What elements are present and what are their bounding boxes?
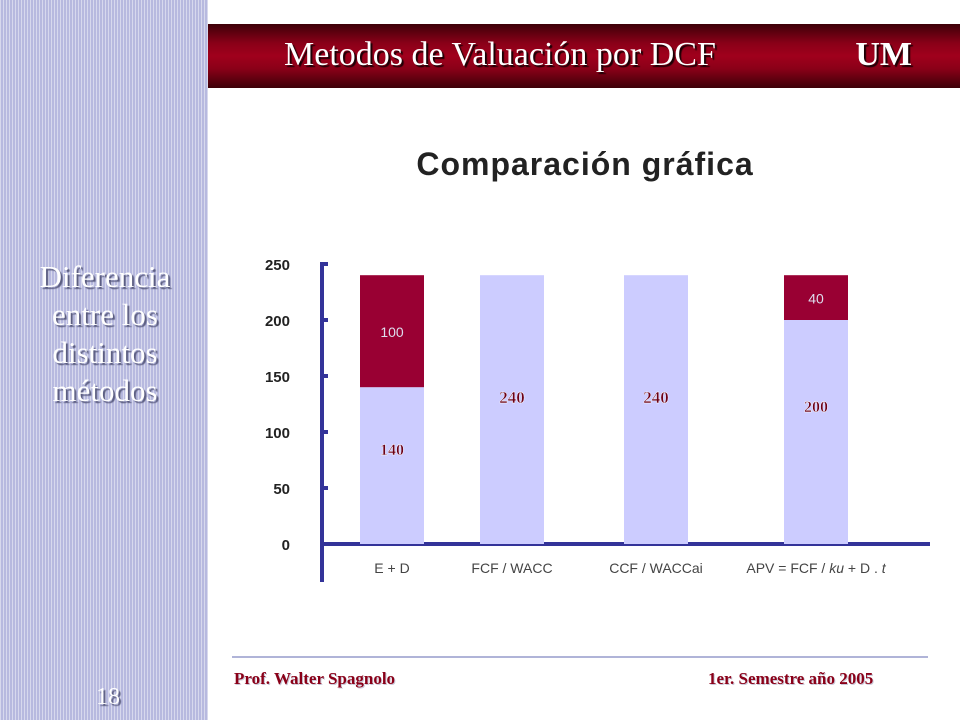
y-tick-label: 100	[265, 425, 290, 442]
sidebar: Diferencia entre los distintos métodos 1…	[0, 0, 208, 720]
data-label: 140	[380, 442, 404, 459]
sidebar-title: Diferencia entre los distintos métodos	[39, 259, 171, 408]
x-tick-label: APV = FCF / ku + D . t	[746, 560, 886, 576]
page-number: 18	[96, 684, 120, 710]
logo-text: UM	[855, 36, 912, 73]
footer-divider	[232, 656, 928, 658]
bar-base	[480, 275, 544, 544]
x-tick-label: CCF / WACCai	[609, 560, 703, 576]
bar-base	[784, 320, 848, 544]
header-banner: Metodos de Valuación por DCF UM	[208, 24, 960, 88]
bar-base	[624, 275, 688, 544]
x-tick-label: FCF / WACC	[471, 560, 552, 576]
bar-stack	[784, 275, 848, 320]
footer-author: Prof. Walter Spagnolo	[234, 669, 396, 688]
data-label: 240	[643, 388, 669, 407]
slide-title: Metodos de Valuación por DCF	[284, 36, 716, 73]
data-label: 100	[380, 324, 404, 340]
bar-chart: 0 50 100 150 200 250 140 100 E + D 240 FCF / WACC 2…	[265, 257, 930, 582]
chart-title: Comparación gráfica	[416, 146, 754, 182]
y-tick-label: 200	[265, 313, 290, 330]
bar-base	[360, 387, 424, 544]
y-tick-label: 150	[265, 369, 290, 386]
data-label: 40	[808, 291, 824, 307]
y-tick-label: 250	[265, 257, 290, 274]
data-label: 240	[499, 388, 525, 407]
y-tick-label: 0	[282, 537, 290, 554]
footer-semester: 1er. Semestre año 2005	[708, 669, 874, 688]
bar-stack	[360, 275, 424, 388]
x-tick-label: E + D	[374, 560, 409, 576]
y-tick-label: 50	[273, 481, 290, 498]
data-label: 200	[804, 399, 828, 416]
